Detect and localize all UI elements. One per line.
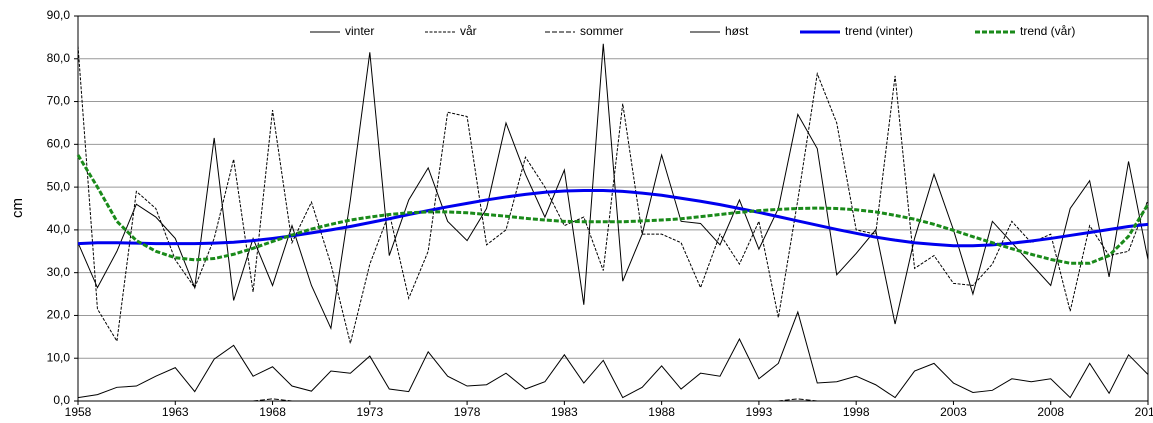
x-tick-label: 1988 bbox=[648, 405, 675, 419]
y-tick-label: 80,0 bbox=[47, 51, 71, 65]
y-tick-label: 60,0 bbox=[47, 137, 71, 151]
y-axis-label: cm bbox=[9, 198, 26, 218]
y-tick-label: 10,0 bbox=[47, 350, 71, 364]
x-tick-label: 1968 bbox=[259, 405, 286, 419]
x-tick-label: 1983 bbox=[551, 405, 578, 419]
series-line bbox=[77, 45, 1149, 344]
x-tick-label: 1958 bbox=[65, 405, 92, 419]
series-line bbox=[77, 43, 1149, 331]
series-line bbox=[77, 189, 1149, 248]
x-tick-label: 2013 bbox=[1135, 405, 1153, 419]
legend-label: vår bbox=[460, 24, 477, 38]
legend-label: trend (vinter) bbox=[845, 24, 913, 38]
legend-label: høst bbox=[725, 24, 749, 38]
legend-label: vinter bbox=[345, 24, 374, 38]
y-tick-label: 0,0 bbox=[53, 393, 70, 407]
y-tick-label: 40,0 bbox=[47, 222, 71, 236]
y-tick-label: 30,0 bbox=[47, 265, 71, 279]
legend-label: trend (vår) bbox=[1020, 24, 1075, 38]
x-tick-label: 2003 bbox=[940, 405, 967, 419]
series-line bbox=[77, 310, 1149, 399]
x-tick-label: 1993 bbox=[746, 405, 773, 419]
legend-label: sommer bbox=[580, 24, 623, 38]
plot-frame bbox=[77, 15, 1149, 402]
x-tick-label: 1998 bbox=[843, 405, 870, 419]
x-tick-label: 1963 bbox=[162, 405, 189, 419]
x-tick-label: 1978 bbox=[454, 405, 481, 419]
y-tick-label: 50,0 bbox=[47, 179, 71, 193]
x-tick-label: 2008 bbox=[1037, 405, 1064, 419]
x-tick-label: 1973 bbox=[356, 405, 383, 419]
y-tick-label: 70,0 bbox=[47, 94, 71, 108]
y-tick-label: 20,0 bbox=[47, 308, 71, 322]
y-tick-label: 90,0 bbox=[47, 8, 71, 22]
series-line bbox=[76, 154, 1150, 265]
series-line bbox=[78, 398, 1148, 402]
